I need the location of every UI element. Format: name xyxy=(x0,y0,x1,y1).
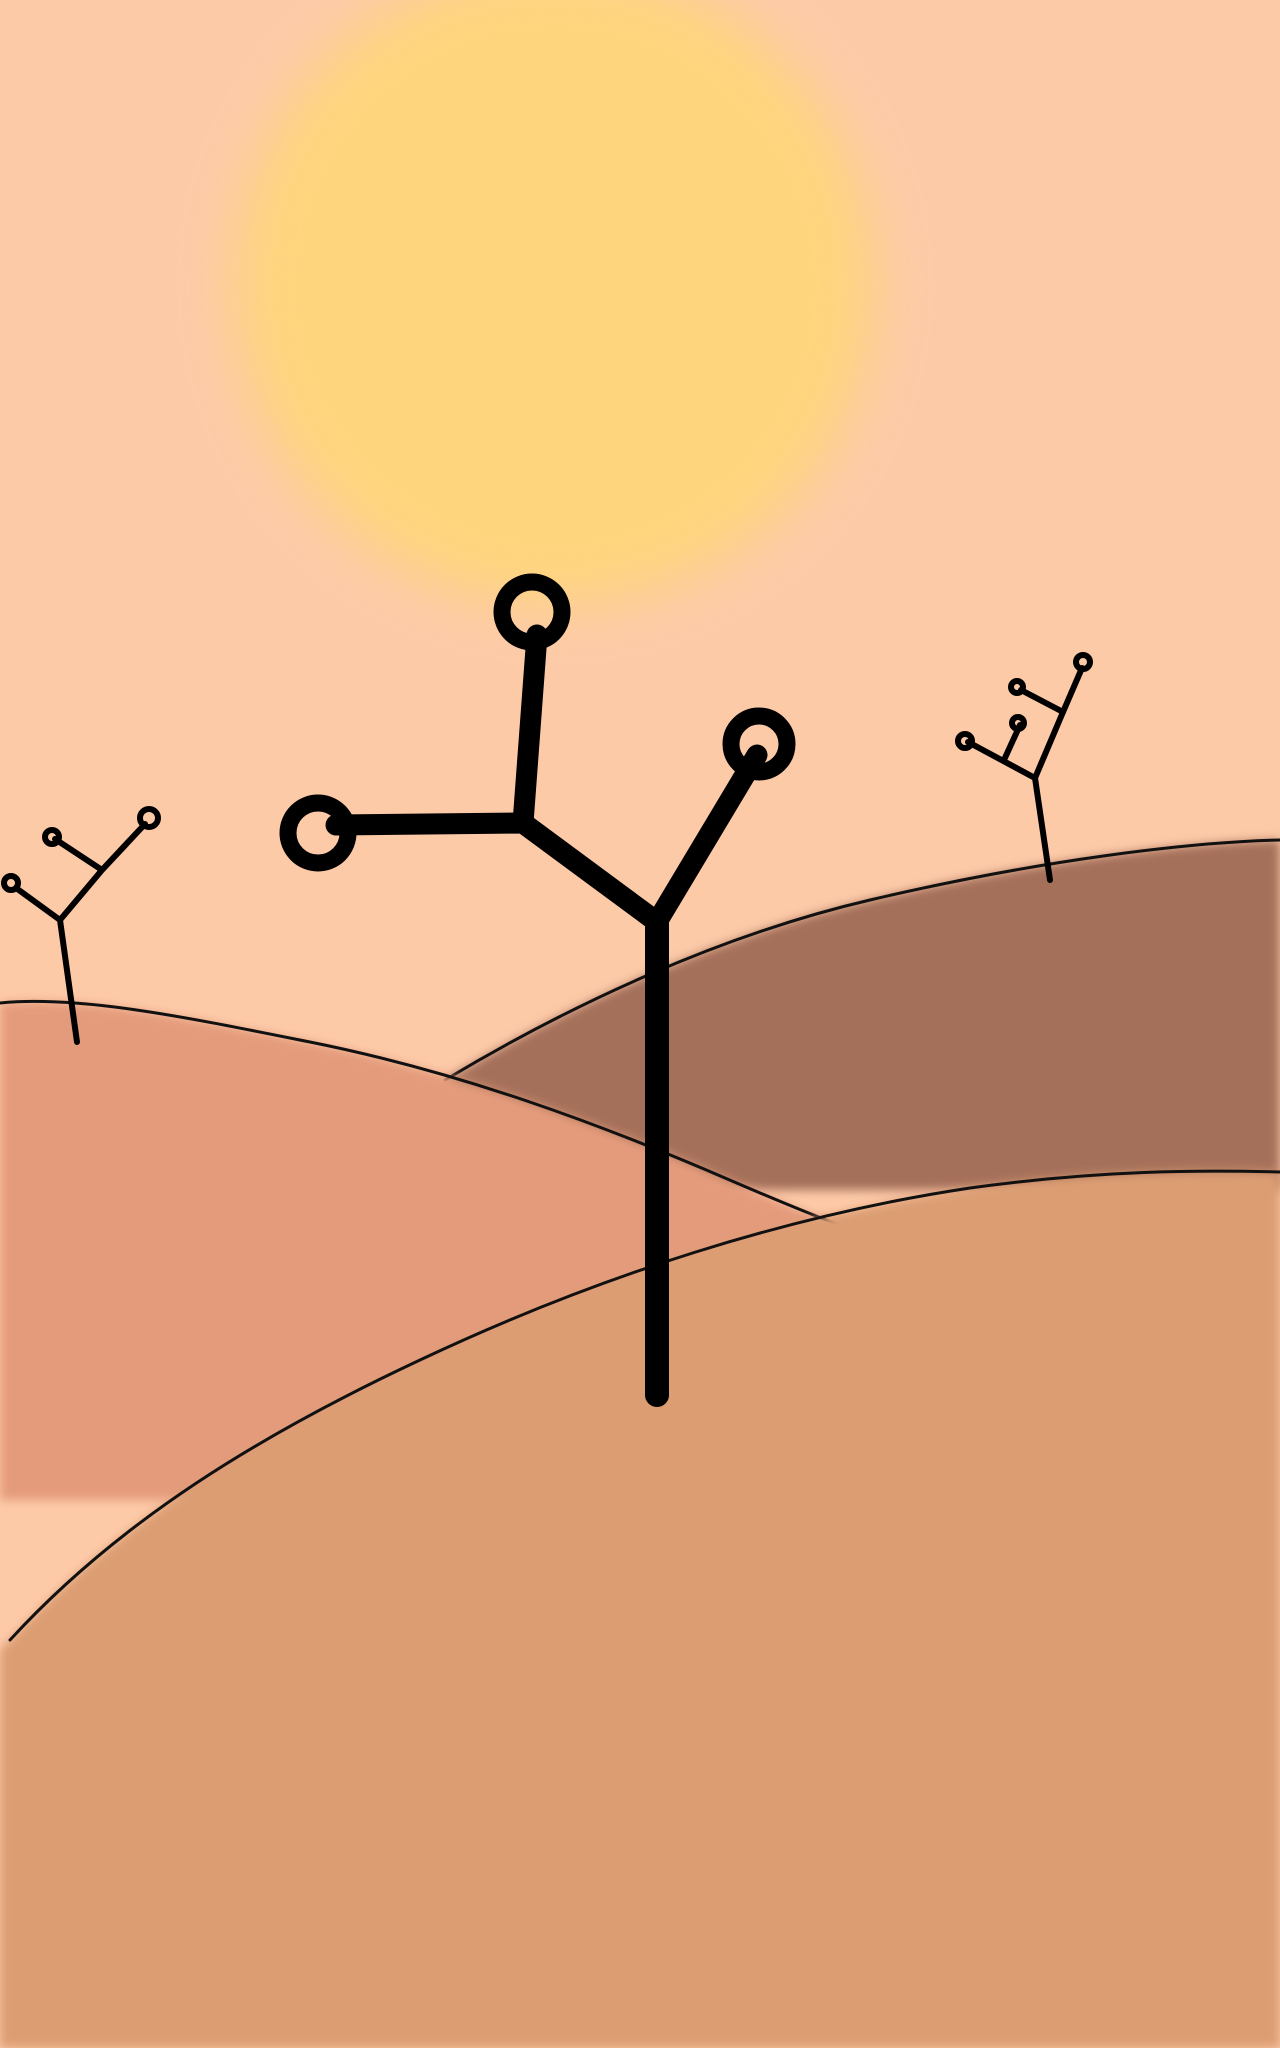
small-left-tree-branch-left xyxy=(13,885,63,923)
large-tree-right-branch xyxy=(646,744,768,933)
small-right-tree-bud-left xyxy=(955,731,975,751)
small-left-tree xyxy=(1,806,161,1045)
small-left-tree-trunk xyxy=(57,917,80,1045)
foreground-dune-outline xyxy=(8,1169,1280,1642)
small-left-tree-bud-left xyxy=(1,873,21,893)
large-tree-top-bud xyxy=(493,573,571,651)
far-dune-outline xyxy=(443,838,1280,1082)
large-tree-top-branch xyxy=(512,624,548,834)
small-right-tree-bud-upper xyxy=(1008,678,1026,696)
small-left-tree-bud-right xyxy=(137,806,161,830)
foreground-dune xyxy=(0,1171,1280,2048)
small-left-tree-bud-middle xyxy=(42,827,62,847)
large-tree-left-bud xyxy=(279,794,357,872)
large-center-tree xyxy=(279,573,796,1407)
small-right-tree-branch-upper xyxy=(1018,687,1066,715)
small-right-tree-bud-top xyxy=(1073,652,1093,672)
sun xyxy=(235,0,875,605)
small-right-tree-trunk xyxy=(1032,775,1053,883)
small-right-tree-bud-lower xyxy=(1009,714,1027,732)
large-tree-right-bud xyxy=(722,707,796,781)
small-left-tree-branch-middle xyxy=(52,836,105,873)
middle-dune-outline xyxy=(0,999,860,1234)
small-right-tree xyxy=(955,652,1093,883)
